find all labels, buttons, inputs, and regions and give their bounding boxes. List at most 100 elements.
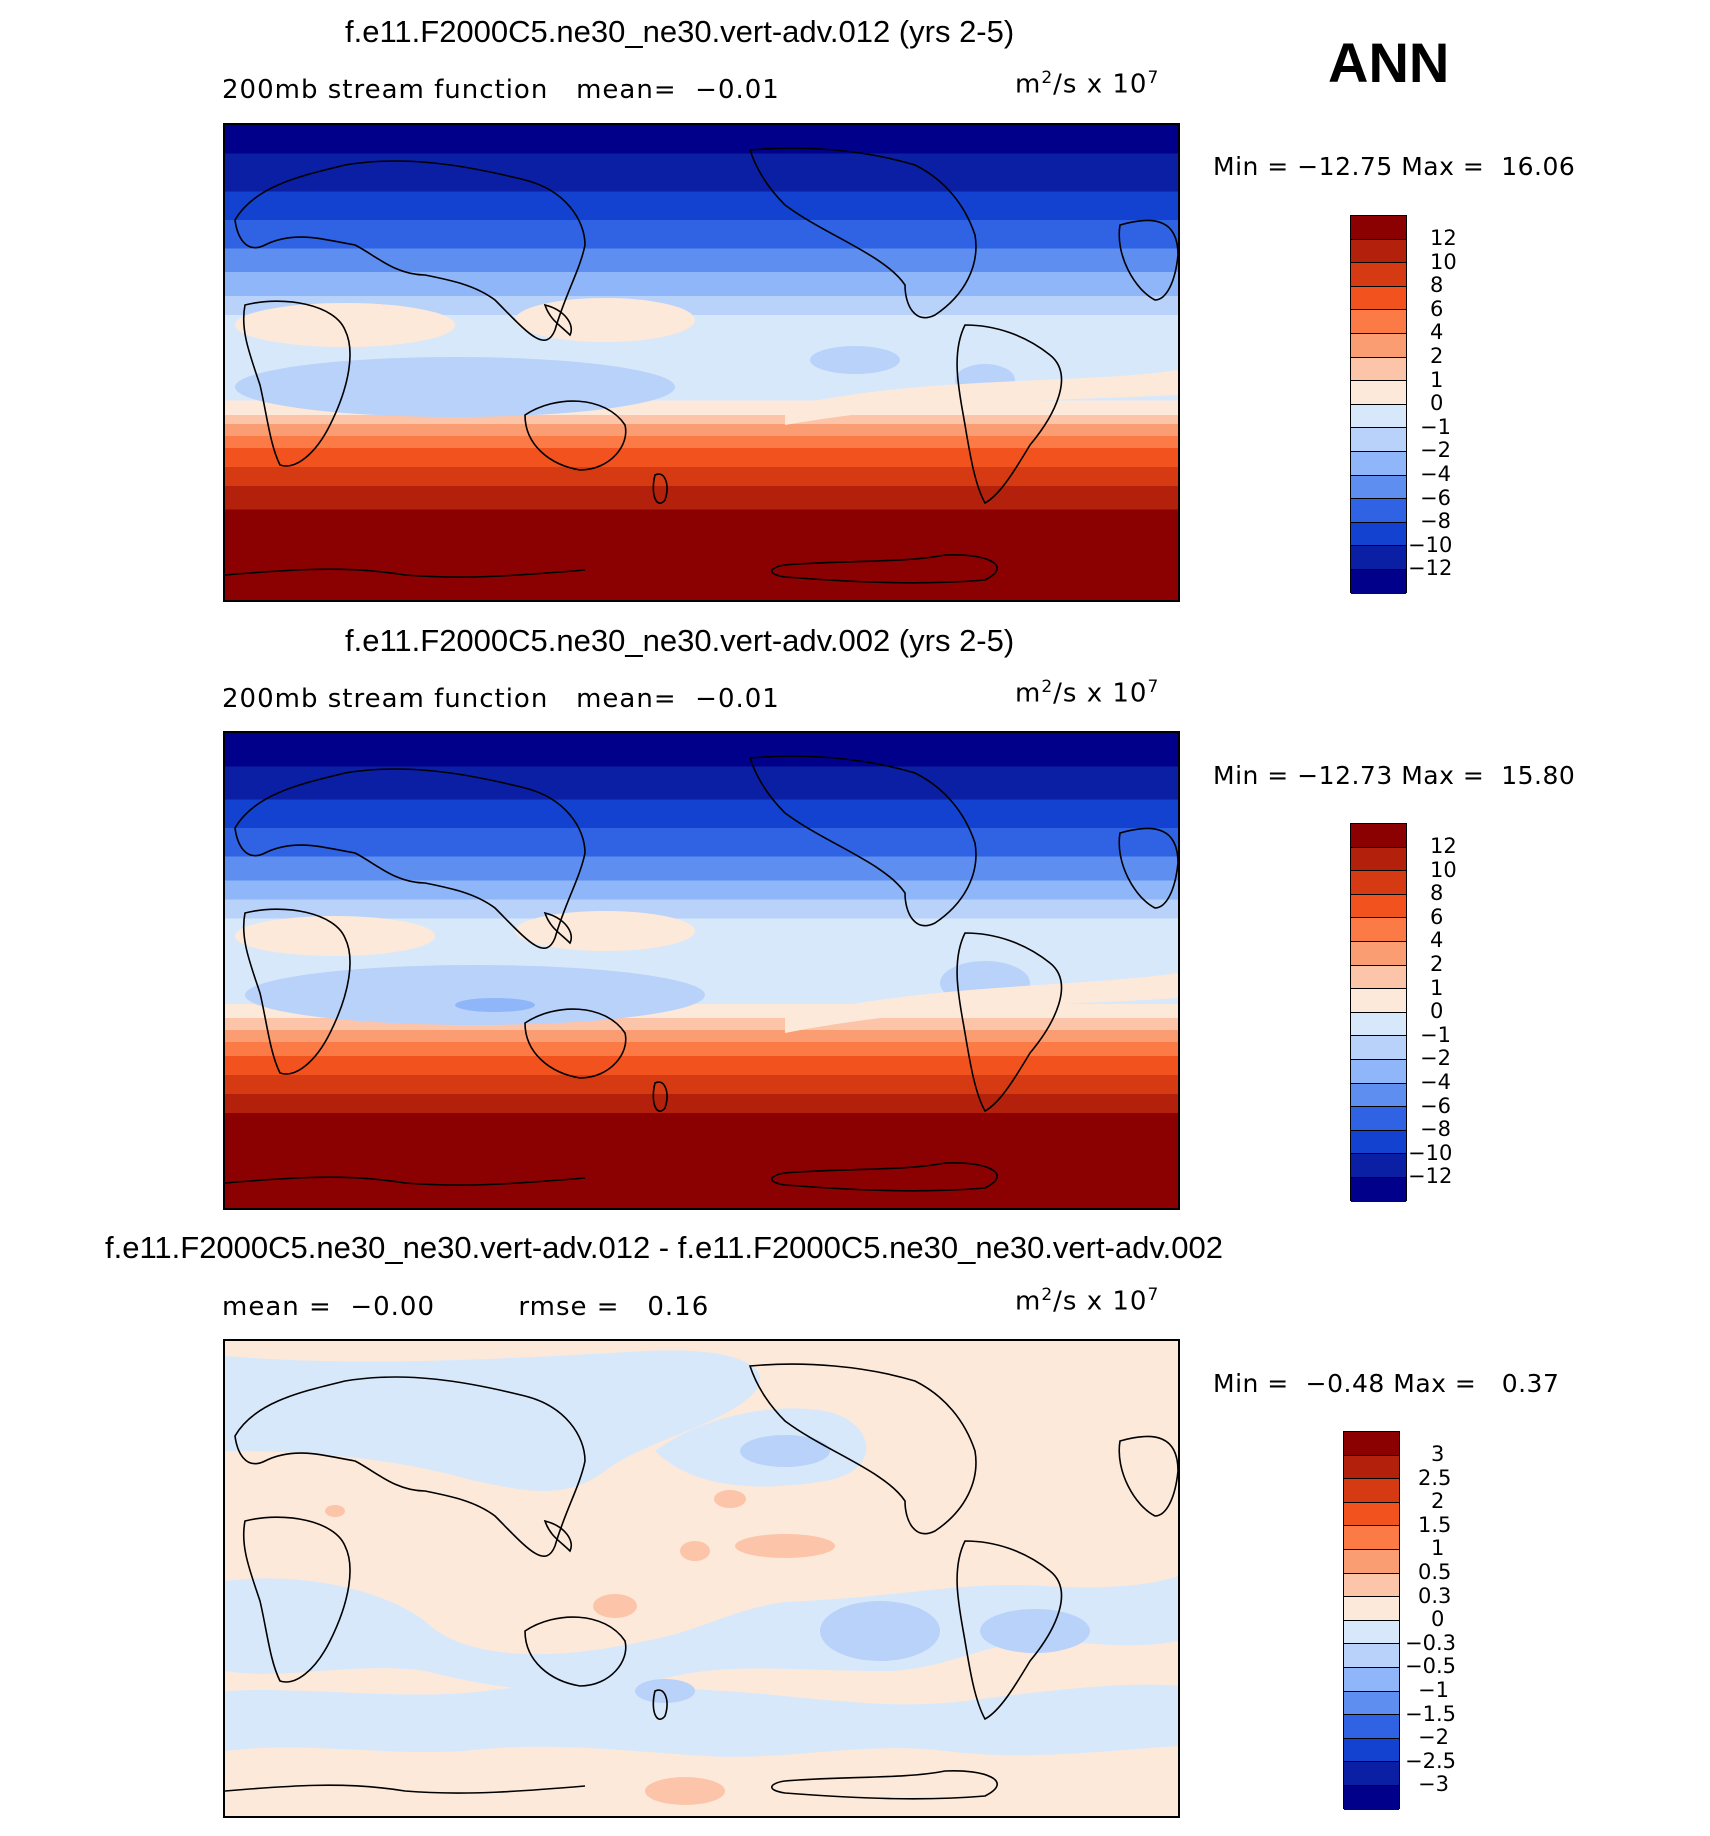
panel3-mean-value: −0.00 <box>350 1292 436 1322</box>
colorbar-label: 6 <box>1430 296 1444 321</box>
panel3-max-value: 0.37 <box>1501 1369 1560 1398</box>
colorbar-label: 4 <box>1430 928 1444 953</box>
panel1-colorbar-swatch <box>1351 357 1406 382</box>
panel3-colorbar-swatch <box>1344 1549 1399 1574</box>
colorbar-label: −4 <box>1420 1070 1451 1094</box>
colorbar-label: −12 <box>1408 556 1453 581</box>
panel3-colorbar-swatch <box>1344 1667 1399 1692</box>
panel2-map <box>223 731 1180 1210</box>
panel2-colorbar-swatch <box>1351 824 1406 848</box>
panel2-field <box>225 733 1178 1208</box>
colorbar-label: 10 <box>1430 249 1457 274</box>
colorbar-label: 4 <box>1430 320 1444 345</box>
colorbar-label: −2 <box>1418 1725 1449 1750</box>
panel3-rmse-label: rmse = <box>518 1292 620 1322</box>
colorbar-label: −0.3 <box>1405 1630 1456 1655</box>
panel3-units: m2/s x 107 <box>1015 1285 1160 1317</box>
panel3-rmse-value: 0.16 <box>647 1292 710 1322</box>
colorbar-label: −0.5 <box>1405 1654 1456 1679</box>
panel3-colorbar-swatch <box>1344 1573 1399 1598</box>
panel1-colorbar <box>1350 215 1407 594</box>
colorbar-label: 2.5 <box>1418 1465 1452 1490</box>
panel1-colorbar-swatch <box>1351 499 1406 523</box>
colorbar-label: 12 <box>1430 226 1457 250</box>
panel3-field <box>225 1341 1178 1816</box>
panel3-colorbar-swatch <box>1344 1691 1399 1716</box>
panel3-colorbar-swatch <box>1344 1597 1399 1621</box>
colorbar-label: 2 <box>1430 952 1444 976</box>
colorbar-label: 2 <box>1430 344 1444 368</box>
colorbar-label: −2.5 <box>1405 1748 1456 1773</box>
panel1-field <box>225 125 1178 600</box>
panel1-colorbar-swatch <box>1351 522 1406 547</box>
panel1-colorbar-swatch <box>1351 428 1406 452</box>
colorbar-label: −1 <box>1420 1022 1451 1047</box>
colorbar-label: −8 <box>1420 509 1451 534</box>
panel2-colorbar-swatch <box>1351 871 1406 895</box>
colorbar-label: −12 <box>1408 1164 1453 1189</box>
panel2-colorbar-swatch <box>1351 847 1406 872</box>
panel2-mean-label: mean= <box>576 684 677 714</box>
panel1-colorbar-swatch <box>1351 546 1406 570</box>
colorbar-label: 6 <box>1430 904 1444 929</box>
panel1-colorbar-swatch <box>1351 286 1406 311</box>
panel2-colorbar-swatch <box>1351 894 1406 919</box>
panel3-colorbar-swatch <box>1344 1432 1399 1456</box>
panel2-colorbar-swatch <box>1351 965 1406 990</box>
panel2-colorbar-swatch <box>1351 1130 1406 1155</box>
panel3-colorbar-swatch <box>1344 1502 1399 1527</box>
colorbar-label: −1 <box>1418 1678 1449 1702</box>
panel2-colorbar-swatch <box>1351 1177 1406 1202</box>
panel1-title: f.e11.F2000C5.ne30_ne30.vert-adv.012 (yr… <box>345 14 1015 49</box>
season-label: ANN <box>1328 31 1450 94</box>
colorbar-label: 1.5 <box>1418 1512 1452 1537</box>
panel2-colorbar-swatch <box>1351 1107 1406 1131</box>
panel1-colorbar-swatch <box>1351 475 1406 500</box>
panel1-colorbar-swatch <box>1351 310 1406 334</box>
panel3-minmax: Min = −0.48 Max = 0.37 <box>1213 1369 1560 1398</box>
panel2-mean-value: −0.01 <box>695 684 780 714</box>
panel2-colorbar-swatch <box>1351 1036 1406 1060</box>
colorbar-label: −10 <box>1408 532 1453 557</box>
colorbar-label: 8 <box>1430 273 1444 298</box>
panel2-colorbar <box>1350 823 1407 1202</box>
panel1-max-value: 16.06 <box>1501 152 1576 181</box>
colorbar-label: −4 <box>1420 462 1451 486</box>
panel2-units: m2/s x 107 <box>1015 677 1160 709</box>
panel1-minmax: Min = −12.75 Max = 16.06 <box>1213 152 1576 181</box>
panel3-colorbar-swatch <box>1344 1479 1399 1503</box>
panel2-colorbar-swatch <box>1351 941 1406 966</box>
panel3-stats: mean = −0.00 rmse = 0.16 <box>222 1292 709 1322</box>
panel3-colorbar-swatch <box>1344 1715 1399 1739</box>
panel3-colorbar-swatch <box>1344 1620 1399 1645</box>
colorbar-label: 0.3 <box>1418 1583 1452 1608</box>
colorbar-label: −3 <box>1418 1772 1449 1797</box>
panel3-colorbar-swatch <box>1344 1455 1399 1480</box>
colorbar-label: 0 <box>1430 391 1444 416</box>
colorbar-label: 12 <box>1430 834 1457 858</box>
panel1-colorbar-swatch <box>1351 381 1406 405</box>
panel1-colorbar-swatch <box>1351 263 1406 287</box>
panel1-colorbar-swatch <box>1351 333 1406 358</box>
panel2-colorbar-swatch <box>1351 1059 1406 1084</box>
panel2-subtitle: 200mb stream function mean= −0.01 <box>222 684 780 714</box>
panel3-title: f.e11.F2000C5.ne30_ne30.vert-adv.012 - f… <box>105 1230 1223 1265</box>
panel2-colorbar-swatch <box>1351 1154 1406 1178</box>
colorbar-label: 0 <box>1431 1607 1445 1632</box>
panel3-colorbar-swatch <box>1344 1644 1399 1668</box>
panel3-colorbar-swatch <box>1344 1785 1399 1810</box>
colorbar-label: −10 <box>1408 1140 1453 1165</box>
colorbar-label: −6 <box>1420 1093 1451 1118</box>
panel1-colorbar-swatch <box>1351 239 1406 264</box>
colorbar-label: 2 <box>1431 1489 1445 1514</box>
panel3-mean-label: mean = <box>222 1292 332 1322</box>
panel3-min-value: −0.48 <box>1305 1369 1385 1398</box>
panel3-colorbar-swatch <box>1344 1762 1399 1786</box>
panel2-colorbar-swatch <box>1351 1083 1406 1108</box>
colorbar-label: 0 <box>1430 999 1444 1024</box>
panel2-colorbar-swatch <box>1351 989 1406 1013</box>
panel2-min-value: −12.73 <box>1297 761 1393 790</box>
colorbar-label: 0.5 <box>1418 1560 1452 1584</box>
colorbar-label: −6 <box>1420 485 1451 510</box>
panel1-subtitle: 200mb stream function mean= −0.01 <box>222 75 780 105</box>
